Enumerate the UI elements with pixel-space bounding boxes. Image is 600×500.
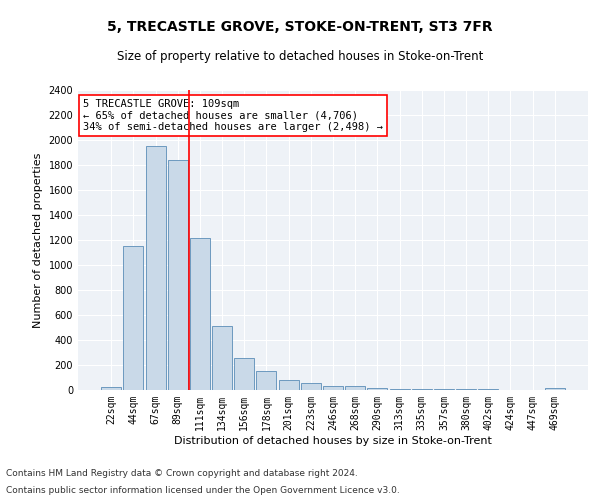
Text: Contains HM Land Registry data © Crown copyright and database right 2024.: Contains HM Land Registry data © Crown c… (6, 468, 358, 477)
Bar (190, 238, 210, 390)
Bar (434, 389, 454, 390)
Bar (367, 388, 388, 390)
Bar (301, 383, 321, 390)
Text: Contains public sector information licensed under the Open Government Licence v3: Contains public sector information licen… (6, 486, 400, 495)
Bar (412, 389, 432, 390)
Text: 5 TRECASTLE GROVE: 109sqm
← 65% of detached houses are smaller (4,706)
34% of se: 5 TRECASTLE GROVE: 109sqm ← 65% of detac… (83, 99, 383, 132)
X-axis label: Distribution of detached houses by size in Stoke-on-Trent: Distribution of detached houses by size … (174, 436, 492, 446)
Text: 5, TRECASTLE GROVE, STOKE-ON-TRENT, ST3 7FR: 5, TRECASTLE GROVE, STOKE-ON-TRENT, ST3 … (107, 20, 493, 34)
Bar (234, 358, 254, 390)
Bar (545, 388, 565, 390)
Bar (101, 387, 121, 390)
Bar (146, 146, 166, 390)
Bar (389, 389, 410, 390)
Bar (345, 386, 365, 390)
Text: Size of property relative to detached houses in Stoke-on-Trent: Size of property relative to detached ho… (117, 50, 483, 63)
Bar (212, 326, 232, 390)
Bar (278, 380, 299, 390)
Bar (256, 370, 277, 390)
Bar (124, 246, 143, 390)
Bar (323, 386, 343, 390)
Bar (168, 160, 188, 390)
Y-axis label: Number of detached properties: Number of detached properties (33, 152, 43, 328)
